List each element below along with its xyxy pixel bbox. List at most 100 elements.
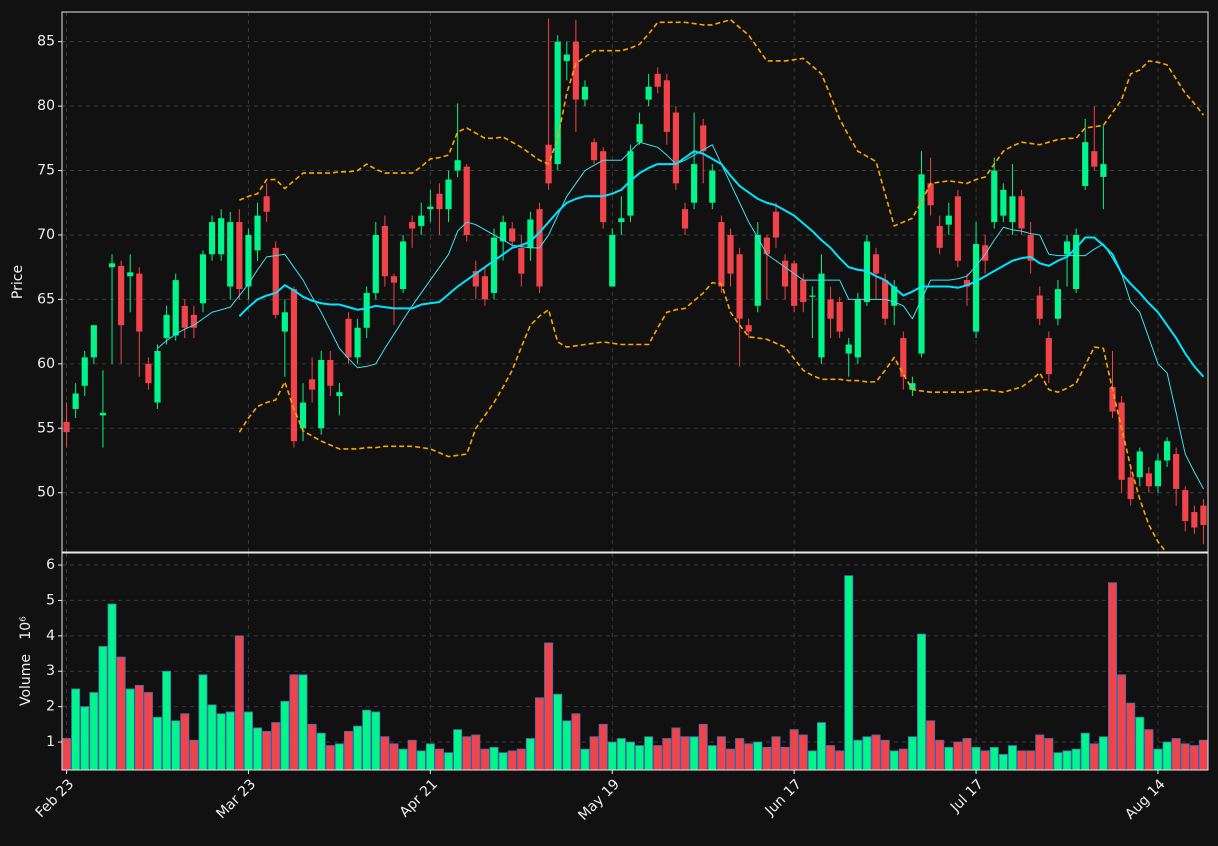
candle-body bbox=[281, 312, 288, 332]
volume-panel bbox=[62, 575, 1208, 770]
candle-body bbox=[445, 179, 452, 210]
volume-bar bbox=[635, 745, 645, 770]
candle-body bbox=[399, 241, 407, 290]
candle-body bbox=[1109, 387, 1116, 412]
candle-body bbox=[1173, 454, 1180, 489]
candle-body bbox=[709, 170, 716, 203]
candle-body bbox=[672, 112, 680, 184]
candle-body bbox=[818, 273, 825, 358]
candle-body bbox=[363, 292, 370, 328]
volume-bar bbox=[562, 720, 572, 770]
candle-body bbox=[81, 357, 88, 386]
y-tick-label: 60 bbox=[37, 356, 55, 372]
candle-body bbox=[118, 265, 125, 326]
candle-body bbox=[590, 142, 598, 161]
y-tick-label: 70 bbox=[37, 227, 55, 243]
candle-body bbox=[836, 301, 843, 332]
candle-body bbox=[991, 170, 998, 223]
candle-body bbox=[809, 295, 816, 297]
x-tick-label: Feb 23 bbox=[33, 776, 78, 821]
volume-bar bbox=[162, 670, 172, 770]
volume-bar bbox=[862, 736, 872, 770]
volume-bar bbox=[1189, 745, 1199, 770]
y-tick-label: 6 bbox=[46, 557, 55, 573]
candle-body bbox=[345, 318, 352, 358]
volume-multiplier: 10⁶ bbox=[18, 616, 34, 640]
volume-bar bbox=[662, 738, 672, 770]
volume-bar bbox=[362, 709, 372, 770]
volume-bar bbox=[280, 700, 290, 770]
volume-bar bbox=[853, 739, 863, 770]
candle-body bbox=[1045, 338, 1052, 375]
candle-body bbox=[472, 271, 479, 287]
volume-bar bbox=[989, 746, 999, 770]
candle-body bbox=[1082, 142, 1089, 186]
volume-bar bbox=[353, 725, 363, 770]
candle-body bbox=[199, 254, 207, 304]
candle-body bbox=[500, 222, 507, 242]
volume-bar bbox=[835, 750, 845, 770]
volume-bar bbox=[307, 723, 317, 770]
volume-bar bbox=[153, 716, 162, 770]
candle-body bbox=[609, 234, 616, 287]
candle-body bbox=[436, 193, 443, 210]
volume-bar bbox=[944, 746, 954, 770]
candle-body bbox=[108, 263, 116, 268]
grid bbox=[62, 12, 1208, 770]
candle-body bbox=[409, 222, 416, 229]
volume-bar bbox=[807, 750, 817, 770]
volume-bar bbox=[225, 711, 235, 770]
y-tick-label: 2 bbox=[46, 699, 55, 715]
candle-body bbox=[1036, 295, 1043, 319]
x-tick-label: Jun 17 bbox=[762, 776, 805, 819]
candle-body bbox=[290, 289, 298, 442]
volume-bar bbox=[1062, 750, 1072, 770]
candle-body bbox=[691, 164, 698, 203]
volume-bar bbox=[1053, 752, 1063, 770]
volume-bar bbox=[1198, 739, 1208, 770]
y-tick-label: 3 bbox=[46, 663, 55, 679]
candle-body bbox=[845, 344, 852, 354]
candle-body bbox=[572, 41, 579, 100]
volume-bar bbox=[234, 635, 244, 770]
volume-bar bbox=[334, 743, 344, 770]
candle-body bbox=[263, 196, 270, 212]
candle-body bbox=[1100, 164, 1107, 177]
candle-body bbox=[509, 228, 516, 242]
candle-body bbox=[654, 73, 661, 87]
volume-bar bbox=[553, 693, 563, 770]
volume-bar bbox=[1017, 750, 1027, 770]
y-tick-label: 75 bbox=[37, 163, 55, 179]
price-panel bbox=[63, 18, 1207, 552]
volume-bar bbox=[171, 720, 181, 770]
candle-body bbox=[99, 412, 107, 416]
volume-bar bbox=[871, 734, 881, 770]
candle-body bbox=[463, 166, 470, 235]
candle-body bbox=[390, 276, 398, 283]
candle-body bbox=[1091, 151, 1098, 167]
volume-bar bbox=[198, 674, 208, 770]
y-tick-label: 55 bbox=[37, 420, 55, 436]
candle-body bbox=[208, 222, 216, 255]
volume-bar bbox=[507, 750, 517, 770]
volume-bar bbox=[253, 727, 263, 770]
candle-body bbox=[800, 280, 807, 302]
candle-body bbox=[727, 234, 734, 274]
volume-bar bbox=[1108, 582, 1117, 770]
volume-bar bbox=[1044, 738, 1054, 770]
candle-body bbox=[227, 222, 234, 287]
y-tick-label: 50 bbox=[37, 485, 55, 501]
volume-bar bbox=[1098, 736, 1108, 770]
volume-bar bbox=[616, 738, 626, 770]
candle-body bbox=[172, 280, 179, 336]
volume-bar bbox=[1089, 743, 1099, 770]
volume-bar bbox=[680, 736, 690, 770]
moving-average-line bbox=[157, 141, 1204, 490]
candle-body bbox=[1027, 234, 1034, 261]
volume-bar bbox=[1117, 674, 1127, 770]
candle-body bbox=[963, 280, 971, 287]
volume-bar bbox=[653, 745, 663, 770]
volume-bar bbox=[1153, 748, 1163, 770]
candle-body bbox=[299, 402, 307, 429]
candle-body bbox=[354, 327, 361, 358]
